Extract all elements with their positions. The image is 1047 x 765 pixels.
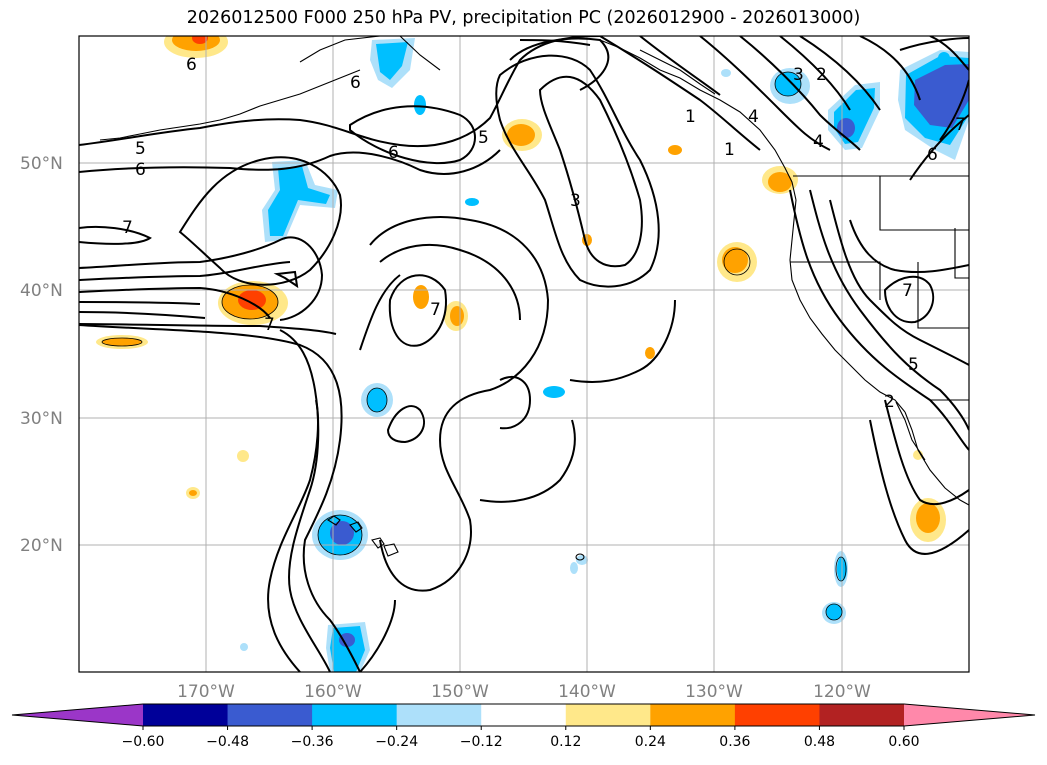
lon-label-120w: 120°W bbox=[813, 682, 871, 702]
precip-negative-blob bbox=[376, 42, 408, 80]
latitude-labels: 50°N 40°N 30°N 20°N bbox=[20, 154, 63, 556]
colorbar-tick-label: −0.48 bbox=[206, 734, 249, 750]
precip-negative-blob bbox=[938, 52, 950, 64]
colorbar-segment bbox=[227, 704, 313, 726]
colorbar-extend-min bbox=[12, 704, 143, 726]
precip-positive-blob bbox=[722, 247, 748, 273]
precip-negative-blob bbox=[775, 72, 801, 96]
colorbar-segment bbox=[143, 704, 229, 726]
precip-positive-blob bbox=[645, 347, 655, 359]
contour-label: 6 bbox=[135, 160, 146, 180]
contour-label: 7 bbox=[264, 315, 275, 335]
precip-positive-blob bbox=[237, 450, 249, 462]
precip-positive-blob bbox=[450, 306, 464, 326]
precip-positive-blob bbox=[507, 124, 535, 146]
precip-negative-blob bbox=[367, 388, 387, 412]
contour-label: 2 bbox=[884, 392, 895, 412]
colorbar-tick-label: −0.12 bbox=[460, 734, 503, 750]
precip-positive-blob bbox=[668, 145, 682, 155]
precip-negative-blob bbox=[268, 166, 330, 236]
map-axes-frame bbox=[78, 35, 970, 673]
precip-positive-blob bbox=[102, 338, 142, 346]
precip-positive-blob bbox=[192, 36, 208, 44]
pv-contour-labels: 6 5 6 7 6 5 6 3 1 7 7 3 2 4 4 1 6 7 7 5 … bbox=[122, 55, 966, 412]
contour-label: 2 bbox=[816, 65, 827, 85]
precip-contours bbox=[101, 71, 847, 621]
contour-label: 5 bbox=[908, 355, 919, 375]
precip-negative-blob bbox=[570, 562, 578, 574]
lon-label-160w: 160°W bbox=[304, 682, 362, 702]
precip-positive-blob bbox=[413, 285, 429, 309]
colorbar-segment bbox=[819, 704, 905, 726]
precip-negative-blob bbox=[330, 521, 354, 545]
contour-label: 1 bbox=[724, 140, 735, 160]
lon-label-150w: 150°W bbox=[431, 682, 489, 702]
colorbar-tick-label: −0.24 bbox=[375, 734, 418, 750]
colorbar-segment bbox=[650, 704, 736, 726]
precip-negative-blob bbox=[339, 633, 355, 647]
precipitation-shading bbox=[96, 36, 969, 672]
colorbar-segment bbox=[481, 704, 567, 726]
colorbar-tick-label: 0.48 bbox=[804, 734, 835, 750]
contour-label: 5 bbox=[135, 139, 146, 159]
map-title: 2026012500 F000 250 hPa PV, precipitatio… bbox=[186, 8, 861, 28]
precip-negative-blob bbox=[826, 604, 842, 620]
pv-contours bbox=[79, 36, 969, 672]
colorbar-segment bbox=[734, 704, 820, 726]
colorbar-segment bbox=[312, 704, 398, 726]
colorbar-tick-label: 0.12 bbox=[550, 734, 581, 750]
precip-negative-blob bbox=[837, 118, 855, 138]
contour-label: 6 bbox=[927, 145, 938, 165]
colorbar-tick-label: 0.24 bbox=[635, 734, 666, 750]
lon-label-140w: 140°W bbox=[558, 682, 616, 702]
precip-positive-blob bbox=[189, 490, 197, 496]
colorbar: −0.60 −0.48 −0.36 −0.24 −0.12 0.12 0.24 0.36 0.4… bbox=[11, 703, 1036, 750]
precip-positive-blob bbox=[916, 503, 940, 533]
precip-negative-blob bbox=[543, 386, 565, 398]
precip-negative-blob bbox=[465, 198, 479, 206]
contour-label: 7 bbox=[430, 300, 441, 320]
gridlines bbox=[79, 36, 969, 672]
contour-label: 7 bbox=[955, 115, 966, 135]
precip-positive-blob bbox=[172, 36, 220, 51]
precip-negative-blob bbox=[414, 95, 426, 115]
lat-label-30n: 30°N bbox=[20, 409, 63, 429]
contour-label: 6 bbox=[350, 73, 361, 93]
contour-label: 4 bbox=[813, 132, 824, 152]
lon-label-130w: 130°W bbox=[685, 682, 743, 702]
colorbar-tick-label: −0.60 bbox=[122, 734, 165, 750]
lat-label-50n: 50°N bbox=[20, 154, 63, 174]
contour-label: 7 bbox=[122, 218, 133, 238]
contour-label: 5 bbox=[478, 128, 489, 148]
lon-label-170w: 170°W bbox=[177, 682, 235, 702]
precip-negative-blob bbox=[914, 64, 969, 128]
contour-label: 6 bbox=[388, 143, 399, 163]
contour-label: 1 bbox=[685, 107, 696, 127]
contour-label: 4 bbox=[748, 107, 759, 127]
lat-label-20n: 20°N bbox=[20, 536, 63, 556]
contour-label: 3 bbox=[570, 191, 581, 211]
colorbar-tick-label: 0.60 bbox=[888, 734, 919, 750]
longitude-labels: 170°W 160°W 150°W 140°W 130°W 120°W bbox=[177, 682, 871, 702]
contour-label: 3 bbox=[793, 65, 804, 85]
precip-positive-blob bbox=[238, 290, 266, 310]
colorbar-tick-label: −0.36 bbox=[291, 734, 334, 750]
lat-label-40n: 40°N bbox=[20, 281, 63, 301]
precip-positive-blob bbox=[768, 172, 792, 192]
contour-label: 7 bbox=[902, 281, 913, 301]
contour-label: 6 bbox=[186, 55, 197, 75]
precip-negative-blob bbox=[721, 69, 731, 77]
colorbar-segment bbox=[565, 704, 651, 726]
colorbar-tick-label: 0.36 bbox=[719, 734, 750, 750]
colorbar-extend-max bbox=[904, 704, 1035, 726]
precip-negative-blob bbox=[240, 643, 248, 651]
colorbar-segment bbox=[396, 704, 482, 726]
